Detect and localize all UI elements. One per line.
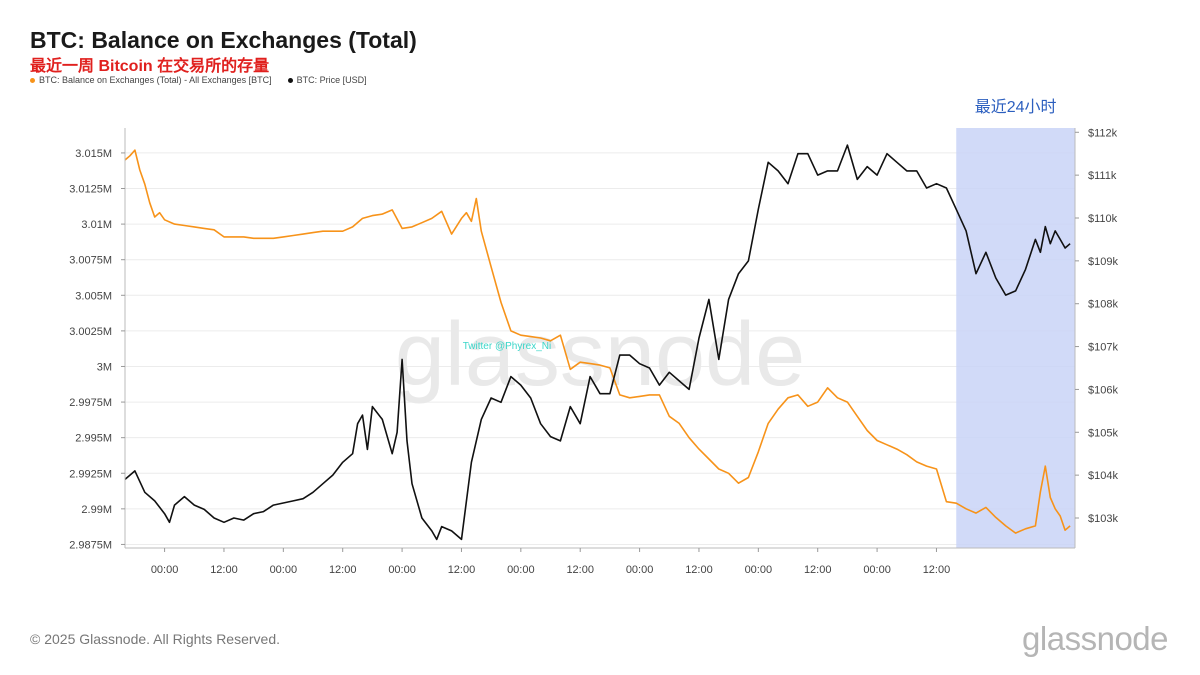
right-tick-label-3: $106k xyxy=(1088,384,1118,396)
x-tick-label-1: 12:00 xyxy=(210,564,238,576)
x-tick-label-9: 12:00 xyxy=(685,564,713,576)
left-tick-label-11: 3.015M xyxy=(75,148,112,160)
watermark-text: glassnode xyxy=(395,305,805,405)
left-tick-label-6: 3.0025M xyxy=(69,326,112,338)
legend-item-price[interactable]: BTC: Price [USD] xyxy=(287,75,367,85)
chart-area[interactable]: 最近24小时 glassnode Twitter @Phyrex_Ni 2.98… xyxy=(0,0,1200,600)
left-tick-label-5: 3M xyxy=(97,361,112,373)
gridlines xyxy=(125,152,1075,545)
legend-balance-dot-icon xyxy=(30,77,35,83)
left-tick-label-9: 3.01M xyxy=(81,219,112,231)
series-line-0 xyxy=(124,149,1071,534)
copyright-text: © 2025 Glassnode. All Rights Reserved. xyxy=(30,631,281,647)
right-tick-label-7: $110k xyxy=(1088,213,1118,225)
series-lines xyxy=(124,144,1071,541)
left-tick-label-8: 3.0075M xyxy=(69,255,112,267)
x-tick-label-5: 12:00 xyxy=(448,564,476,576)
right-tick-label-5: $108k xyxy=(1088,299,1118,311)
right-tick-label-8: $111k xyxy=(1088,170,1117,182)
left-tick-label-2: 2.9925M xyxy=(69,468,112,480)
x-tick-label-2: 00:00 xyxy=(270,564,298,576)
highlight-rect xyxy=(956,128,1075,548)
x-tick-label-7: 12:00 xyxy=(566,564,594,576)
right-tick-label-0: $103k xyxy=(1088,513,1118,525)
left-tick-label-4: 2.9975M xyxy=(69,397,112,409)
left-tick-label-3: 2.995M xyxy=(75,433,112,445)
right-tick-label-9: $112k xyxy=(1088,127,1118,139)
right-tick-label-6: $109k xyxy=(1088,256,1118,268)
chart-subtitle: 最近一周 Bitcoin 在交易所的存量 xyxy=(30,58,270,75)
x-tick-label-8: 00:00 xyxy=(626,564,654,576)
left-tick-label-10: 3.0125M xyxy=(69,184,112,196)
x-tick-label-6: 00:00 xyxy=(507,564,535,576)
legend: BTC: Balance on Exchanges (Total) - All … xyxy=(30,75,367,85)
legend-item-balance[interactable]: BTC: Balance on Exchanges (Total) - All … xyxy=(30,75,272,85)
chart-title: BTC: Balance on Exchanges (Total) xyxy=(30,27,417,53)
left-tick-label-0: 2.9875M xyxy=(69,539,112,551)
legend-price-dot-icon xyxy=(287,77,293,83)
highlight-region: 最近24小时 xyxy=(956,98,1075,548)
x-tick-label-12: 00:00 xyxy=(863,564,891,576)
twitter-label: Twitter @Phyrex_Ni xyxy=(463,341,552,352)
x-tick-label-4: 00:00 xyxy=(388,564,416,576)
x-tick-label-10: 00:00 xyxy=(745,564,773,576)
glassnode-logo: glassnode xyxy=(1022,620,1168,657)
left-tick-label-1: 2.99M xyxy=(81,504,112,516)
right-tick-label-2: $105k xyxy=(1088,427,1118,439)
legend-balance-label: BTC: Balance on Exchanges (Total) - All … xyxy=(39,75,272,85)
x-tick-label-3: 12:00 xyxy=(329,564,357,576)
x-tick-label-11: 12:00 xyxy=(804,564,832,576)
left-tick-label-7: 3.005M xyxy=(75,290,112,302)
right-tick-label-1: $104k xyxy=(1088,470,1118,482)
right-tick-label-4: $107k xyxy=(1088,342,1118,354)
tick-labels: 2.9875M 2.99M 2.9925M 2.995M 2.9975M 3M 3.0025… xyxy=(69,127,1118,576)
highlight-label: 最近24小时 xyxy=(975,98,1057,116)
x-tick-label-0: 00:00 xyxy=(151,564,179,576)
legend-price-label: BTC: Price [USD] xyxy=(296,75,367,85)
x-tick-label-13: 12:00 xyxy=(923,564,951,576)
series-line-1 xyxy=(124,144,1071,541)
